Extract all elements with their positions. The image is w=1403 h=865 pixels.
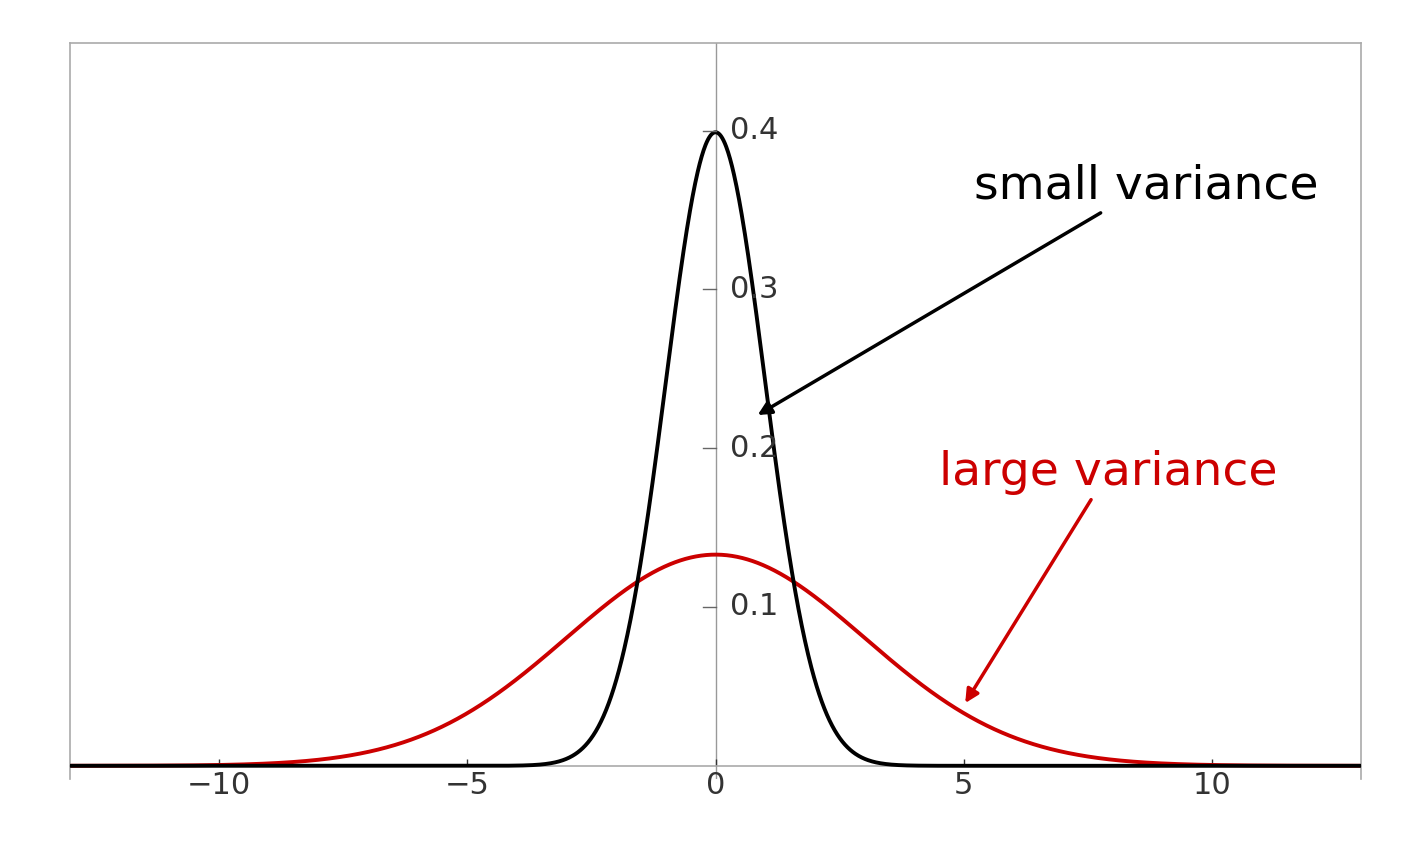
Text: small variance: small variance: [760, 163, 1319, 413]
Text: 0.1: 0.1: [731, 593, 779, 621]
Text: 0.4: 0.4: [731, 116, 779, 145]
Text: 0.2: 0.2: [731, 433, 779, 463]
Text: 0.3: 0.3: [731, 275, 779, 304]
Text: large variance: large variance: [939, 450, 1277, 700]
